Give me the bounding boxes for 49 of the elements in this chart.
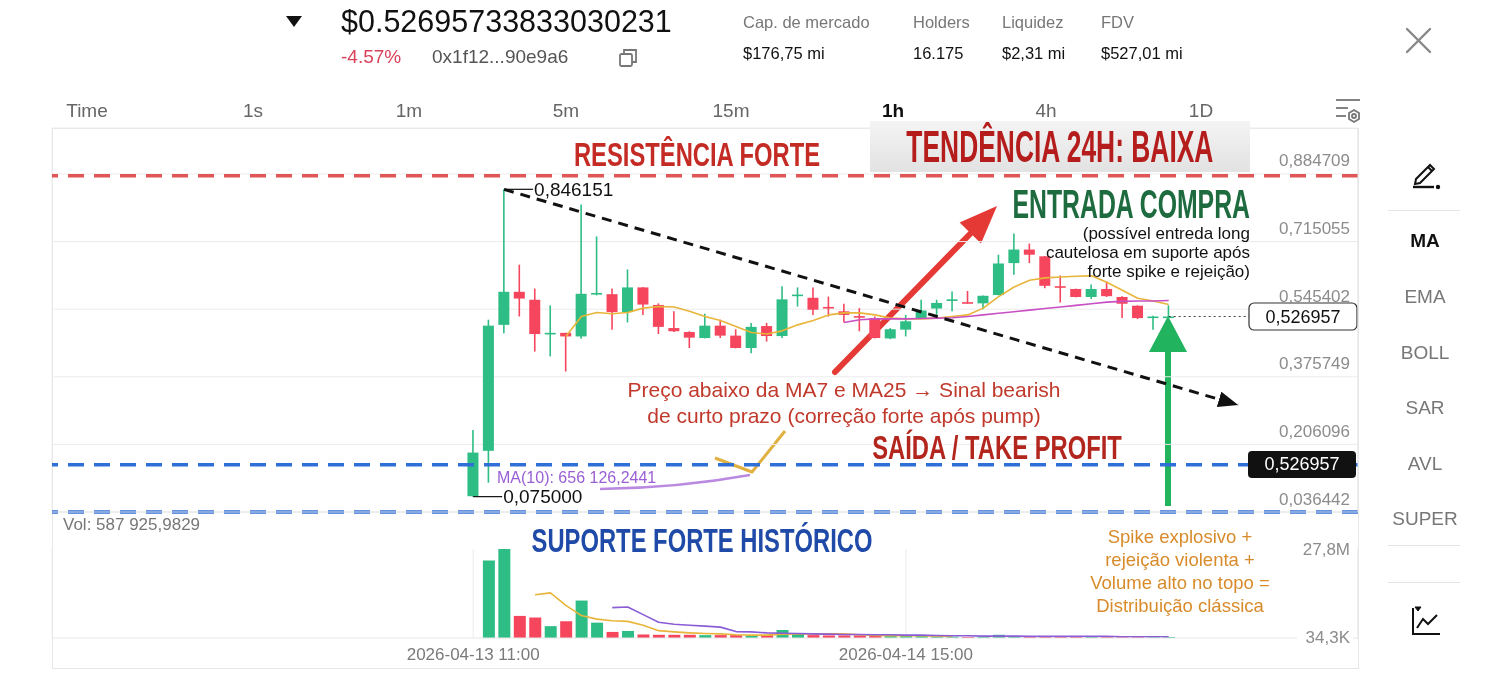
text: EMA bbox=[1404, 285, 1446, 308]
text: Time bbox=[66, 99, 108, 122]
x-tick-label: 2026-04-14 15:00 bbox=[838, 645, 974, 664]
text: Cap. de mercado bbox=[743, 12, 870, 32]
text: 1D bbox=[1188, 99, 1214, 122]
text: 1h bbox=[881, 99, 905, 122]
text: $2,31 mi bbox=[1002, 43, 1066, 63]
text: $527,01 mi bbox=[1101, 43, 1183, 63]
y-tick-label: 0,545402 bbox=[1279, 286, 1350, 306]
y-tick-label: 27,8M bbox=[1302, 539, 1350, 559]
text: -4.57% bbox=[341, 45, 402, 68]
text: 0x1f12...90e9a6 bbox=[432, 45, 569, 68]
annotation: Preço abaixo da MA7 e MA25 → Sinal bearish de curto prazo (correção forte após pump) bbox=[627, 377, 1061, 429]
ref-line-label: 0,526957 bbox=[1265, 306, 1341, 327]
ref-line-label: RESISTÊNCIA FORTE bbox=[573, 134, 821, 173]
text: BOLL bbox=[1400, 341, 1450, 364]
text: Liquidez bbox=[1002, 12, 1064, 32]
text: 15m bbox=[712, 99, 750, 122]
y-tick-label: 0,375749 bbox=[1279, 354, 1350, 374]
chart-title: TENDÊNCIA 24H: BAIXA bbox=[906, 121, 1214, 172]
annotation: ENTRADA COMPRA bbox=[1012, 182, 1250, 226]
annotation: (possível entreda long cautelosa em suporte após forte spike e rejeição) bbox=[1045, 224, 1250, 281]
text: Holders bbox=[913, 12, 970, 32]
text: 1m bbox=[395, 99, 423, 122]
text: $0.52695733833030231 bbox=[341, 3, 672, 40]
annotation: MA(10): 656 126,2441 bbox=[497, 468, 657, 487]
text: Vol: 587 925,9829 bbox=[63, 515, 201, 535]
annotation: Spike explosivo + rejeição violenta + Volume alto no topo = Distribuição clássica bbox=[1090, 525, 1270, 617]
annotation: 0,075000 bbox=[503, 486, 583, 508]
ref-line-label: SAÍDA / TAKE PROFIT bbox=[872, 427, 1122, 466]
text: AVL bbox=[1407, 452, 1443, 475]
text: SUPER bbox=[1392, 507, 1458, 530]
annotation: 0,846151 bbox=[534, 178, 614, 200]
annotation: 0,526957 bbox=[1248, 451, 1356, 478]
ref-line-label: SUPORTE FORTE HISTÓRICO bbox=[531, 520, 873, 560]
x-tick-label: 2026-04-13 11:00 bbox=[406, 645, 540, 664]
y-tick-label: 0,206096 bbox=[1279, 421, 1350, 441]
y-tick-label: 34,3K bbox=[1305, 628, 1351, 648]
text: $176,75 mi bbox=[743, 43, 825, 63]
text: 1s bbox=[242, 99, 264, 122]
text: 4h bbox=[1035, 99, 1057, 122]
y-tick-label: 0,884709 bbox=[1279, 151, 1350, 171]
text: 5m bbox=[552, 99, 580, 122]
text: FDV bbox=[1101, 12, 1134, 32]
text: 16.175 bbox=[913, 43, 964, 63]
text: SAR bbox=[1405, 396, 1445, 419]
text: MA bbox=[1410, 229, 1440, 252]
y-tick-label: 0,715055 bbox=[1279, 219, 1350, 239]
y-tick-label: 0,036442 bbox=[1279, 489, 1350, 509]
